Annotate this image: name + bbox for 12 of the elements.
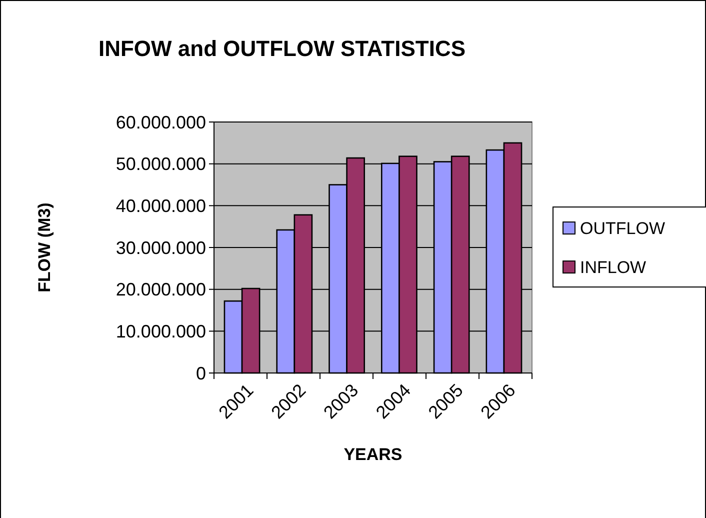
y-tick-label: 10.000.000 bbox=[116, 321, 206, 342]
y-tick-label: 30.000.000 bbox=[116, 238, 206, 258]
y-tick-label: 50.000.000 bbox=[116, 154, 206, 174]
y-tick-label: 0 bbox=[196, 363, 206, 384]
x-axis-title: YEARS bbox=[344, 445, 402, 464]
legend-label: OUTFLOW bbox=[580, 218, 665, 238]
y-tick-label: 20.000.000 bbox=[116, 280, 206, 300]
y-axis-title: FLOW (M3) bbox=[35, 202, 54, 292]
chart-title: INFOW and OUTFLOW STATISTICS bbox=[98, 36, 466, 61]
y-tick-label: 60.000.000 bbox=[116, 112, 206, 132]
legend-label: INFLOW bbox=[580, 258, 646, 277]
y-tick-label: 40.000.000 bbox=[116, 196, 206, 216]
